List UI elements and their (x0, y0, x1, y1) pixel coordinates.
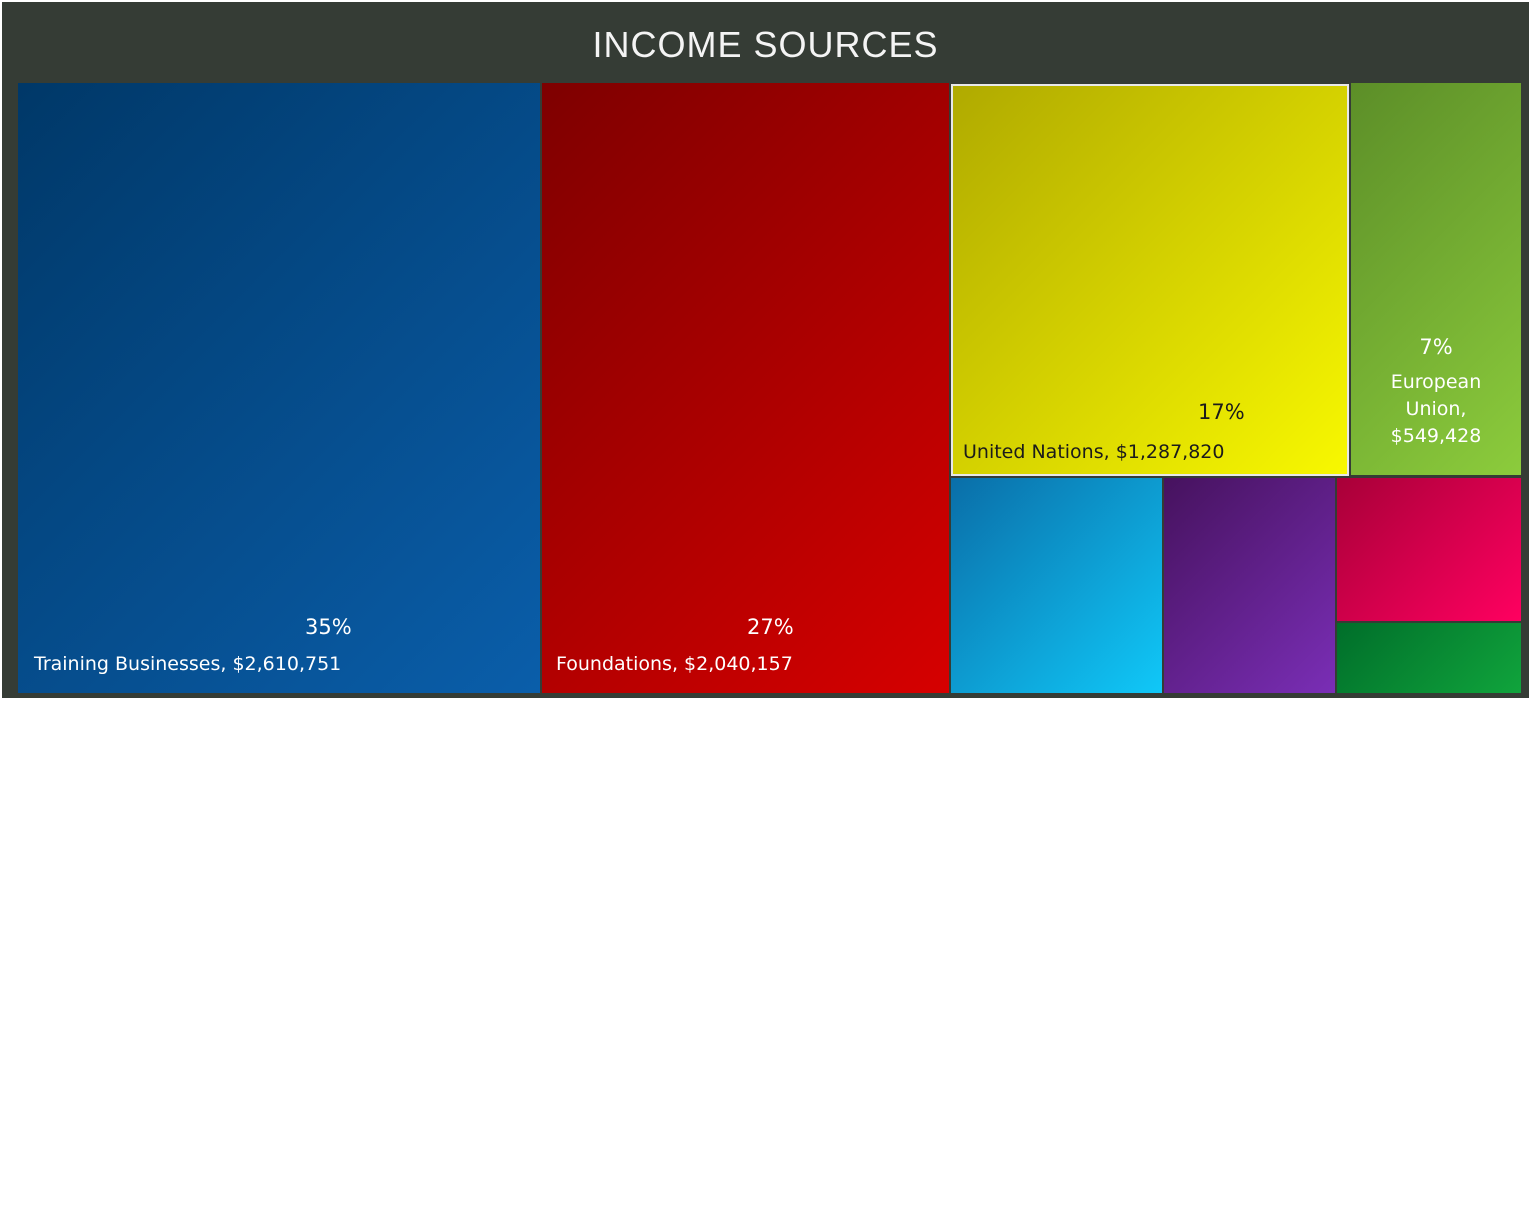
tile-value-label: United Nations, $1,287,820 (963, 441, 1225, 463)
tile-percent-label: 17% (1198, 400, 1245, 424)
treemap-tile-corporates (951, 478, 1162, 693)
tile-value-label: Training Businesses, $2,610,751 (34, 653, 342, 675)
tile-percent-label: 3% (1412, 901, 1446, 925)
treemap-tile-european-union (1351, 83, 1521, 475)
tile-percent-label: 4% (1215, 972, 1249, 996)
tile-percent-label: 1% (1467, 1165, 1501, 1189)
treemap-tile-government (1337, 623, 1521, 693)
chart-title: INCOME SOURCES (592, 24, 939, 65)
tile-value-label: Private, $300,826 (1201, 1014, 1293, 1063)
tile-value-label: European Union, $549,428 (1390, 371, 1482, 447)
tile-percent-label: 5% (1007, 972, 1041, 996)
tile-value-label: Corporates, $369,921 (982, 1014, 1094, 1063)
treemap-tile-united-nations (951, 84, 1349, 476)
tile-percent-label: 35% (305, 615, 352, 639)
treemap-tile-foundations (542, 83, 949, 693)
treemap-tile-private (1164, 478, 1335, 693)
tile-value-label: Government,... (1345, 1197, 1488, 1219)
tile-percent-label: 7% (1419, 335, 1453, 359)
treemap-area: 35% Training Businesses, $2,610,751 27% Fou… (18, 83, 1521, 1219)
treemap-tile-training-businesses (18, 83, 540, 693)
tile-value-label: Foundations, $2,040,157 (556, 653, 793, 675)
tile-value-label: NGOs, $213,522 (1383, 936, 1475, 985)
treemap-tile-ngos (1337, 478, 1521, 621)
tile-percent-label: 27% (747, 615, 794, 639)
